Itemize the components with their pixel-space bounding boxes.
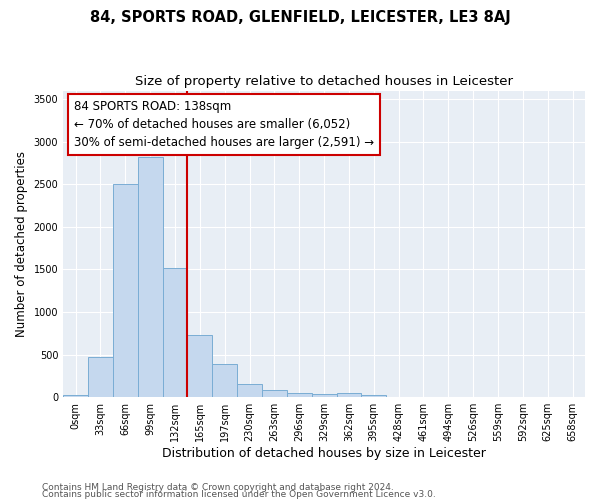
Y-axis label: Number of detached properties: Number of detached properties: [15, 151, 28, 337]
Text: 84 SPORTS ROAD: 138sqm
← 70% of detached houses are smaller (6,052)
30% of semi-: 84 SPORTS ROAD: 138sqm ← 70% of detached…: [74, 100, 374, 149]
Bar: [138, 157, 163, 397]
Bar: [163, 268, 187, 397]
Bar: [337, 393, 361, 397]
Bar: [113, 184, 138, 397]
Bar: [361, 395, 386, 397]
Title: Size of property relative to detached houses in Leicester: Size of property relative to detached ho…: [135, 75, 513, 88]
Bar: [237, 384, 262, 397]
Bar: [212, 364, 237, 397]
Bar: [287, 392, 311, 397]
Bar: [187, 335, 212, 397]
Text: Contains HM Land Registry data © Crown copyright and database right 2024.: Contains HM Land Registry data © Crown c…: [42, 484, 394, 492]
X-axis label: Distribution of detached houses by size in Leicester: Distribution of detached houses by size …: [162, 447, 486, 460]
Bar: [63, 394, 88, 397]
Bar: [311, 394, 337, 397]
Text: 84, SPORTS ROAD, GLENFIELD, LEICESTER, LE3 8AJ: 84, SPORTS ROAD, GLENFIELD, LEICESTER, L…: [89, 10, 511, 25]
Bar: [262, 390, 287, 397]
Bar: [88, 357, 113, 397]
Text: Contains public sector information licensed under the Open Government Licence v3: Contains public sector information licen…: [42, 490, 436, 499]
